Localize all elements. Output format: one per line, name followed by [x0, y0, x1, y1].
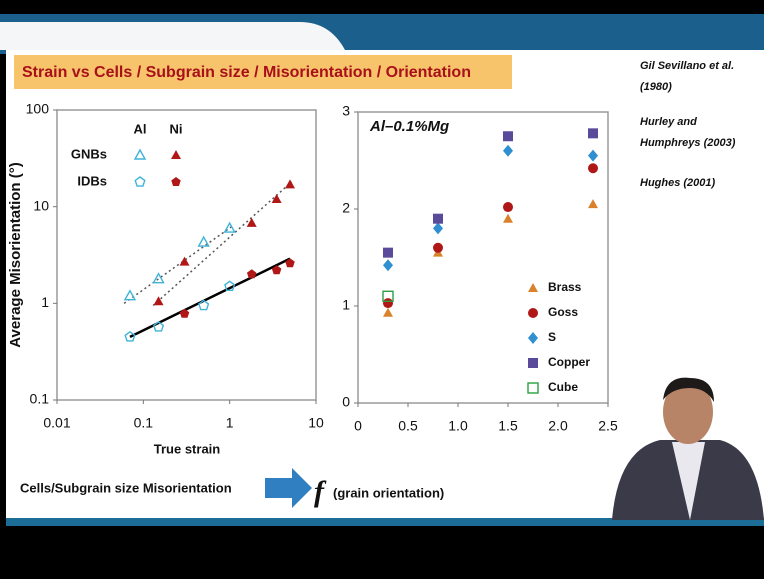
- point: [588, 163, 598, 173]
- y-tick-label: 100: [26, 101, 50, 117]
- y-tick-label: 1: [41, 294, 49, 310]
- annotation: Al–0.1%Mg: [369, 118, 449, 135]
- x-tick-label: 0.01: [43, 415, 70, 431]
- legend-label: GNBs: [71, 146, 107, 161]
- x-tick-label: 1.0: [448, 418, 468, 434]
- x-tick-label: 0: [354, 418, 362, 434]
- legend-label: IDBs: [77, 173, 107, 188]
- y-tick-label: 0: [342, 394, 350, 410]
- x-tick-label: 2.5: [598, 418, 618, 434]
- point: [588, 128, 598, 138]
- reference: Gil Sevillano et al.: [640, 60, 734, 72]
- top-band-wave: [0, 22, 345, 50]
- legend-marker: [528, 358, 538, 368]
- legend-label: Goss: [548, 305, 578, 319]
- reference: Humphreys (2003): [640, 137, 736, 149]
- slide-title: Strain vs Cells / Subgrain size / Misori…: [22, 64, 471, 81]
- x-tick-label: 0.1: [134, 415, 154, 431]
- y-tick-label: 1: [342, 297, 350, 313]
- footer-text: (grain orientation): [333, 485, 444, 500]
- point: [383, 248, 393, 258]
- reference: Hurley and: [640, 116, 697, 128]
- x-axis-label: True strain: [154, 441, 221, 456]
- reference: Hughes (2001): [640, 177, 716, 189]
- y-tick-label: 0.1: [30, 391, 50, 407]
- point: [503, 131, 513, 141]
- point: [383, 298, 393, 308]
- legend-label: Cube: [548, 380, 578, 394]
- y-axis-label: Average Misorientation (°): [7, 162, 24, 347]
- legend-label: Brass: [548, 280, 582, 294]
- legend-label: Copper: [548, 355, 590, 369]
- legend-label: S: [548, 330, 556, 344]
- x-tick-label: 0.5: [398, 418, 418, 434]
- footer-text: Cells/Subgrain size Misorientation: [20, 480, 232, 495]
- legend-header: Ni: [170, 121, 183, 136]
- y-tick-label: 10: [33, 197, 49, 213]
- x-tick-label: 1.5: [498, 418, 518, 434]
- y-tick-label: 3: [342, 103, 350, 119]
- point: [503, 202, 513, 212]
- point: [433, 243, 443, 253]
- point: [433, 214, 443, 224]
- y-tick-label: 2: [342, 200, 350, 216]
- x-tick-label: 10: [308, 415, 324, 431]
- x-tick-label: 1: [226, 415, 234, 431]
- legend-marker: [528, 308, 538, 318]
- reference: (1980): [640, 81, 672, 93]
- x-tick-label: 2.0: [548, 418, 568, 434]
- legend-header: Al: [134, 121, 147, 136]
- slide-screen: Strain vs Cells / Subgrain size / Misori…: [0, 0, 764, 579]
